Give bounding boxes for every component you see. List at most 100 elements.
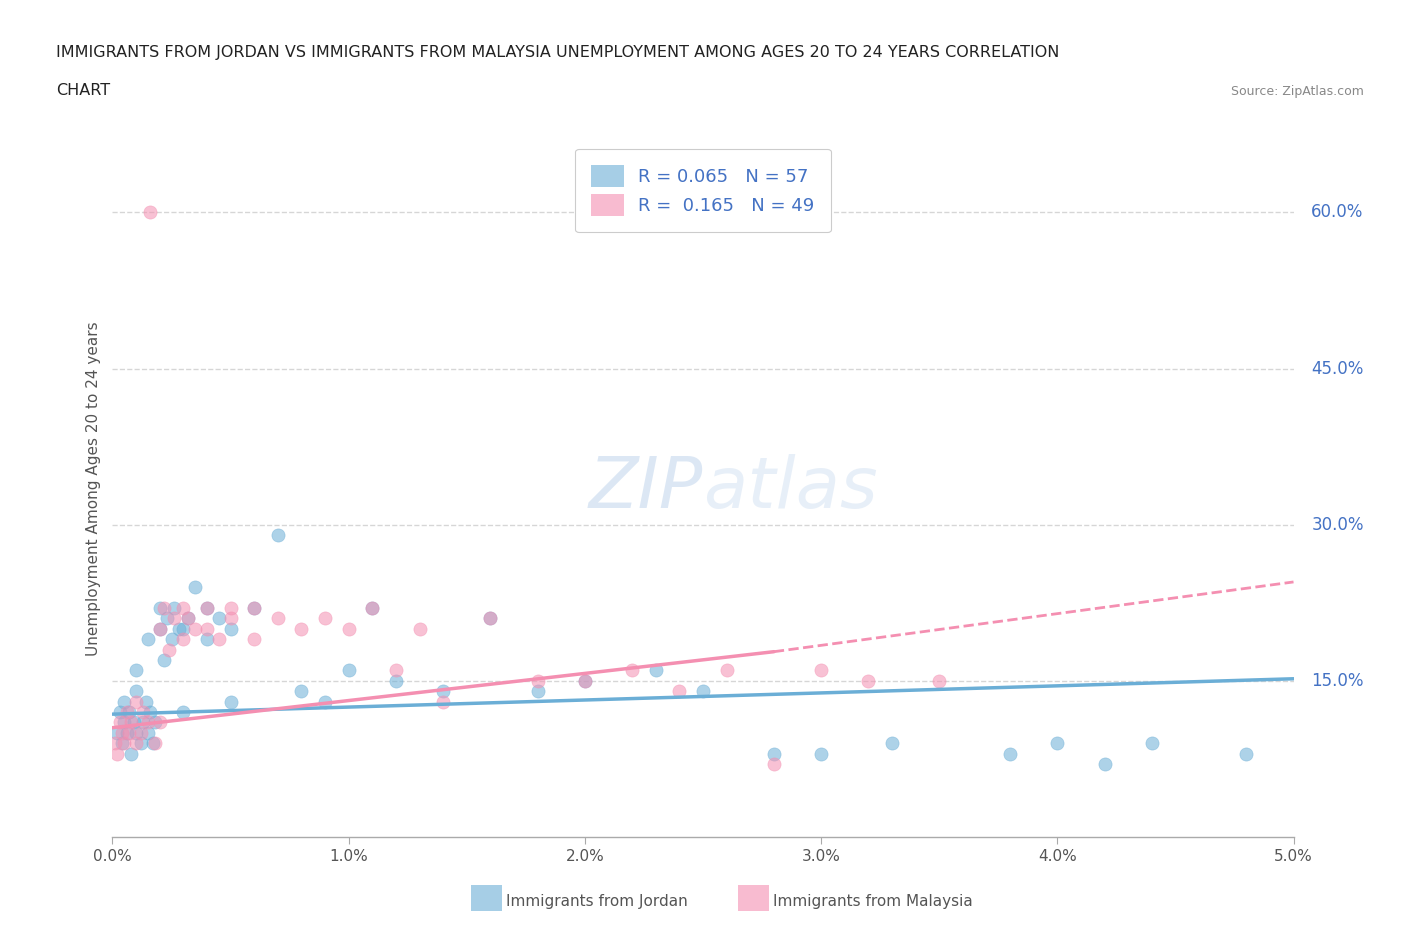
Point xyxy=(858,673,880,688)
Point xyxy=(177,611,200,626)
Point xyxy=(125,725,148,740)
Point xyxy=(928,673,950,688)
Point xyxy=(111,736,134,751)
Point xyxy=(526,684,548,698)
Point xyxy=(195,621,218,636)
Point xyxy=(810,663,832,678)
Point xyxy=(762,746,785,761)
Point xyxy=(172,631,194,646)
Point xyxy=(118,705,141,720)
Point xyxy=(195,601,218,616)
Point xyxy=(149,621,172,636)
Point xyxy=(208,631,231,646)
Point xyxy=(337,663,360,678)
Point xyxy=(172,621,194,636)
Text: Source: ZipAtlas.com: Source: ZipAtlas.com xyxy=(1230,85,1364,98)
Point xyxy=(143,736,166,751)
Point xyxy=(122,715,145,730)
Point xyxy=(432,684,454,698)
Point xyxy=(998,746,1021,761)
Text: IMMIGRANTS FROM JORDAN VS IMMIGRANTS FROM MALAYSIA UNEMPLOYMENT AMONG AGES 20 TO: IMMIGRANTS FROM JORDAN VS IMMIGRANTS FRO… xyxy=(56,46,1060,60)
Point xyxy=(160,631,183,646)
Point xyxy=(111,725,134,740)
Point xyxy=(132,705,155,720)
Text: 30.0%: 30.0% xyxy=(1312,516,1364,534)
Point xyxy=(177,611,200,626)
Point xyxy=(108,715,131,730)
Point xyxy=(153,653,176,668)
Point xyxy=(243,601,266,616)
Point xyxy=(112,736,135,751)
Point xyxy=(142,736,165,751)
Point xyxy=(195,631,218,646)
Point xyxy=(385,663,408,678)
Point xyxy=(136,631,159,646)
Point xyxy=(267,527,290,542)
Point xyxy=(314,694,336,709)
Point xyxy=(668,684,690,698)
Point xyxy=(361,601,384,616)
Point xyxy=(243,601,266,616)
Point xyxy=(115,725,138,740)
Point xyxy=(125,663,148,678)
Point xyxy=(115,705,138,720)
Point xyxy=(184,621,207,636)
Point xyxy=(125,684,148,698)
Y-axis label: Unemployment Among Ages 20 to 24 years: Unemployment Among Ages 20 to 24 years xyxy=(86,321,101,656)
Point xyxy=(219,611,242,626)
Point xyxy=(479,611,502,626)
Point xyxy=(314,611,336,626)
Point xyxy=(479,611,502,626)
Text: atlas: atlas xyxy=(703,454,877,523)
Point xyxy=(432,694,454,709)
Point xyxy=(135,694,157,709)
Point xyxy=(125,736,148,751)
Point xyxy=(184,579,207,594)
Point xyxy=(112,715,135,730)
Point xyxy=(120,715,142,730)
Point xyxy=(153,601,176,616)
Point xyxy=(129,736,152,751)
Point xyxy=(104,736,127,751)
Point xyxy=(243,631,266,646)
Point xyxy=(219,601,242,616)
Point xyxy=(219,621,242,636)
Legend: R = 0.065   N = 57, R =  0.165   N = 49: R = 0.065 N = 57, R = 0.165 N = 49 xyxy=(575,149,831,232)
Point xyxy=(129,725,152,740)
Point xyxy=(156,611,179,626)
Point xyxy=(408,621,430,636)
Point xyxy=(139,705,162,720)
Point xyxy=(149,601,172,616)
Point xyxy=(143,715,166,730)
Point xyxy=(105,746,128,761)
Point xyxy=(105,725,128,740)
Point xyxy=(337,621,360,636)
Point xyxy=(163,601,186,616)
Point xyxy=(167,621,190,636)
Point xyxy=(361,601,384,616)
Text: ZIP: ZIP xyxy=(589,454,703,523)
Text: CHART: CHART xyxy=(56,83,110,98)
Point xyxy=(195,601,218,616)
Text: 60.0%: 60.0% xyxy=(1312,204,1364,221)
Text: Immigrants from Jordan: Immigrants from Jordan xyxy=(506,894,688,909)
Point xyxy=(163,611,186,626)
Point xyxy=(149,715,172,730)
Point xyxy=(716,663,738,678)
Point xyxy=(290,621,312,636)
Point xyxy=(762,757,785,772)
Point xyxy=(1234,746,1257,761)
Point xyxy=(1046,736,1069,751)
Point xyxy=(810,746,832,761)
Point xyxy=(139,205,162,219)
Text: 15.0%: 15.0% xyxy=(1312,671,1364,690)
Point xyxy=(385,673,408,688)
Point xyxy=(644,663,666,678)
Text: Immigrants from Malaysia: Immigrants from Malaysia xyxy=(773,894,973,909)
Point xyxy=(108,705,131,720)
Point xyxy=(880,736,903,751)
Point xyxy=(157,643,180,658)
Point xyxy=(290,684,312,698)
Point xyxy=(136,715,159,730)
Point xyxy=(132,715,155,730)
